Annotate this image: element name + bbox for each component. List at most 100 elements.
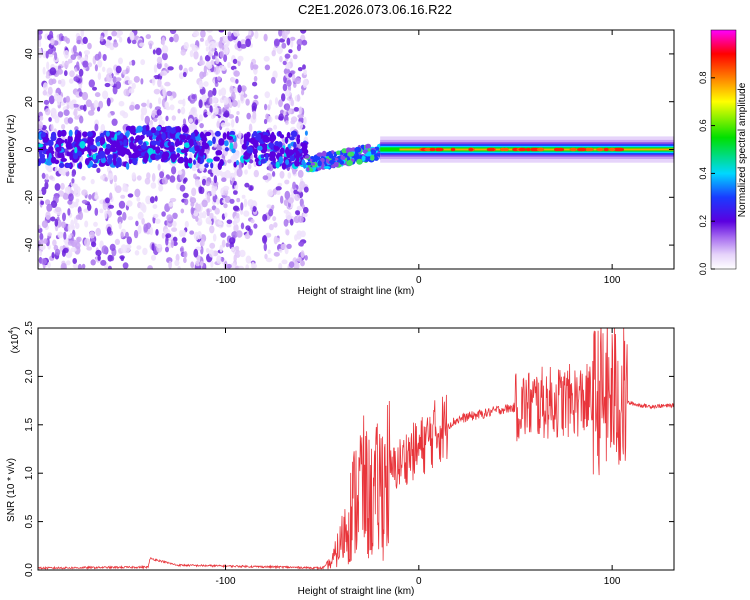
heatmap-band-blob	[281, 162, 287, 170]
heatmap-rise-blob	[331, 157, 336, 161]
heatmap-y-label: Frequency (Hz)	[6, 115, 17, 184]
heatmap-band-blob	[50, 131, 57, 139]
heatmap-noise-blob	[72, 103, 79, 108]
heatmap-noise-blob	[275, 186, 282, 191]
heatmap-noise-blob	[232, 220, 237, 226]
heatmap-noise-blob	[210, 172, 214, 177]
snr-x-label: Height of straight line (km)	[298, 586, 415, 597]
heatmap-y-tick-label: -20	[24, 190, 35, 205]
heatmap-rise-blob	[341, 148, 348, 154]
heatmap-noise-blob	[248, 159, 254, 164]
colorbar-label: Normalized spectral amplitude	[737, 82, 748, 217]
heatmap-noise-blob	[201, 239, 205, 247]
heatmap-noise-blob	[206, 30, 213, 33]
heatmap-noise-blob	[92, 86, 97, 91]
heatmap-band-blob	[132, 157, 138, 166]
heatmap-noise-blob	[112, 76, 117, 84]
heatmap-noise-blob	[94, 53, 101, 61]
colorbar: 0.0 0.2 0.4 0.6 0.8 Normalized spectral ampl…	[698, 29, 748, 275]
heatmap-noise-blob	[161, 211, 166, 217]
heatmap-noise-blob	[225, 242, 230, 248]
heatmap-band-blob	[184, 142, 190, 149]
heatmap-noise-blob	[304, 254, 308, 261]
heatmap-noise-blob	[88, 194, 92, 200]
heatmap-noise-blob	[222, 112, 230, 118]
heatmap-noise-blob	[54, 218, 59, 227]
heatmap-noise-blob	[165, 233, 172, 239]
heatmap-band-blob	[122, 147, 128, 153]
heatmap-band-blob	[260, 158, 266, 164]
heatmap-noise-blob	[226, 223, 232, 228]
heatmap-band-blob	[179, 134, 184, 140]
heatmap-noise-blob	[290, 99, 295, 107]
heatmap-noise-blob	[286, 37, 291, 46]
heatmap-noise-blob	[169, 104, 175, 111]
heatmap-y-tick-label: -40	[24, 237, 35, 252]
heatmap-band-blob	[269, 151, 273, 159]
heatmap-band-blob	[155, 136, 160, 142]
heatmap-noise-blob	[144, 115, 150, 125]
heatmap-band-blob	[188, 157, 193, 164]
heatmap-noise-blob	[205, 39, 209, 47]
heatmap-noise-blob	[86, 246, 93, 251]
heatmap-noise-blob	[50, 37, 55, 46]
heatmap-noise-blob	[169, 95, 174, 101]
heatmap-noise-blob	[67, 223, 72, 232]
heatmap-noise-blob	[117, 216, 123, 225]
heatmap-band-blob	[57, 130, 62, 138]
heatmap-noise-blob	[64, 186, 71, 194]
heatmap-noise-blob	[273, 251, 280, 257]
heatmap-noise-blob	[210, 260, 214, 268]
heatmap-band-blob	[141, 152, 145, 157]
heatmap-noise-blob	[72, 45, 77, 54]
heatmap-noise-blob	[44, 181, 49, 190]
heatmap-noise-blob	[297, 94, 300, 102]
heatmap-noise-blob	[154, 195, 158, 202]
heatmap-noise-blob	[106, 226, 112, 235]
heatmap-noise-blob	[42, 90, 47, 96]
heatmap-band-blob	[161, 132, 166, 140]
heatmap-noise-blob	[62, 263, 67, 269]
heatmap-noise-blob	[198, 265, 202, 269]
heatmap-noise-blob	[156, 109, 162, 116]
heatmap-noise-blob	[41, 220, 49, 229]
heatmap-noise-blob	[153, 117, 158, 123]
heatmap-noise-blob	[194, 180, 202, 188]
heatmap-noise-blob	[61, 221, 66, 229]
snr-background	[38, 328, 674, 570]
heatmap-noise-blob	[163, 228, 171, 235]
heatmap-line-peak	[596, 147, 604, 152]
heatmap-noise-blob	[73, 76, 79, 82]
heatmap-noise-blob	[182, 118, 187, 125]
heatmap-noise-blob	[63, 36, 68, 42]
heatmap-noise-blob	[140, 112, 144, 121]
heatmap-noise-blob	[303, 186, 309, 193]
heatmap-noise-blob	[127, 216, 134, 221]
heatmap-noise-blob	[294, 193, 300, 202]
heatmap-noise-blob	[252, 110, 257, 120]
heatmap-noise-blob	[240, 44, 247, 49]
heatmap-noise-blob	[54, 183, 61, 191]
snr-multiplier-close: )	[10, 327, 21, 330]
heatmap-noise-blob	[243, 210, 250, 217]
heatmap-noise-blob	[155, 229, 159, 236]
heatmap-noise-blob	[218, 65, 225, 71]
heatmap-band-blob	[100, 157, 106, 164]
heatmap-noise-blob	[72, 258, 77, 264]
heatmap-noise-blob	[111, 118, 118, 126]
heatmap-band-blob	[252, 148, 258, 155]
heatmap-rise-blob	[333, 161, 339, 167]
heatmap-noise-blob	[45, 211, 51, 220]
heatmap-noise-blob	[285, 89, 291, 97]
heatmap-noise-blob	[298, 187, 303, 193]
heatmap-band-blob	[199, 150, 205, 157]
heatmap-noise-blob	[294, 77, 302, 85]
heatmap-noise-blob	[252, 206, 257, 212]
heatmap-noise-blob	[246, 112, 251, 120]
heatmap-band-blob	[303, 163, 307, 169]
heatmap-noise-blob	[140, 78, 144, 85]
heatmap-noise-blob	[67, 117, 74, 124]
heatmap-noise-blob	[278, 30, 283, 37]
heatmap-noise-blob	[161, 37, 166, 46]
heatmap-band-blob	[64, 138, 68, 144]
